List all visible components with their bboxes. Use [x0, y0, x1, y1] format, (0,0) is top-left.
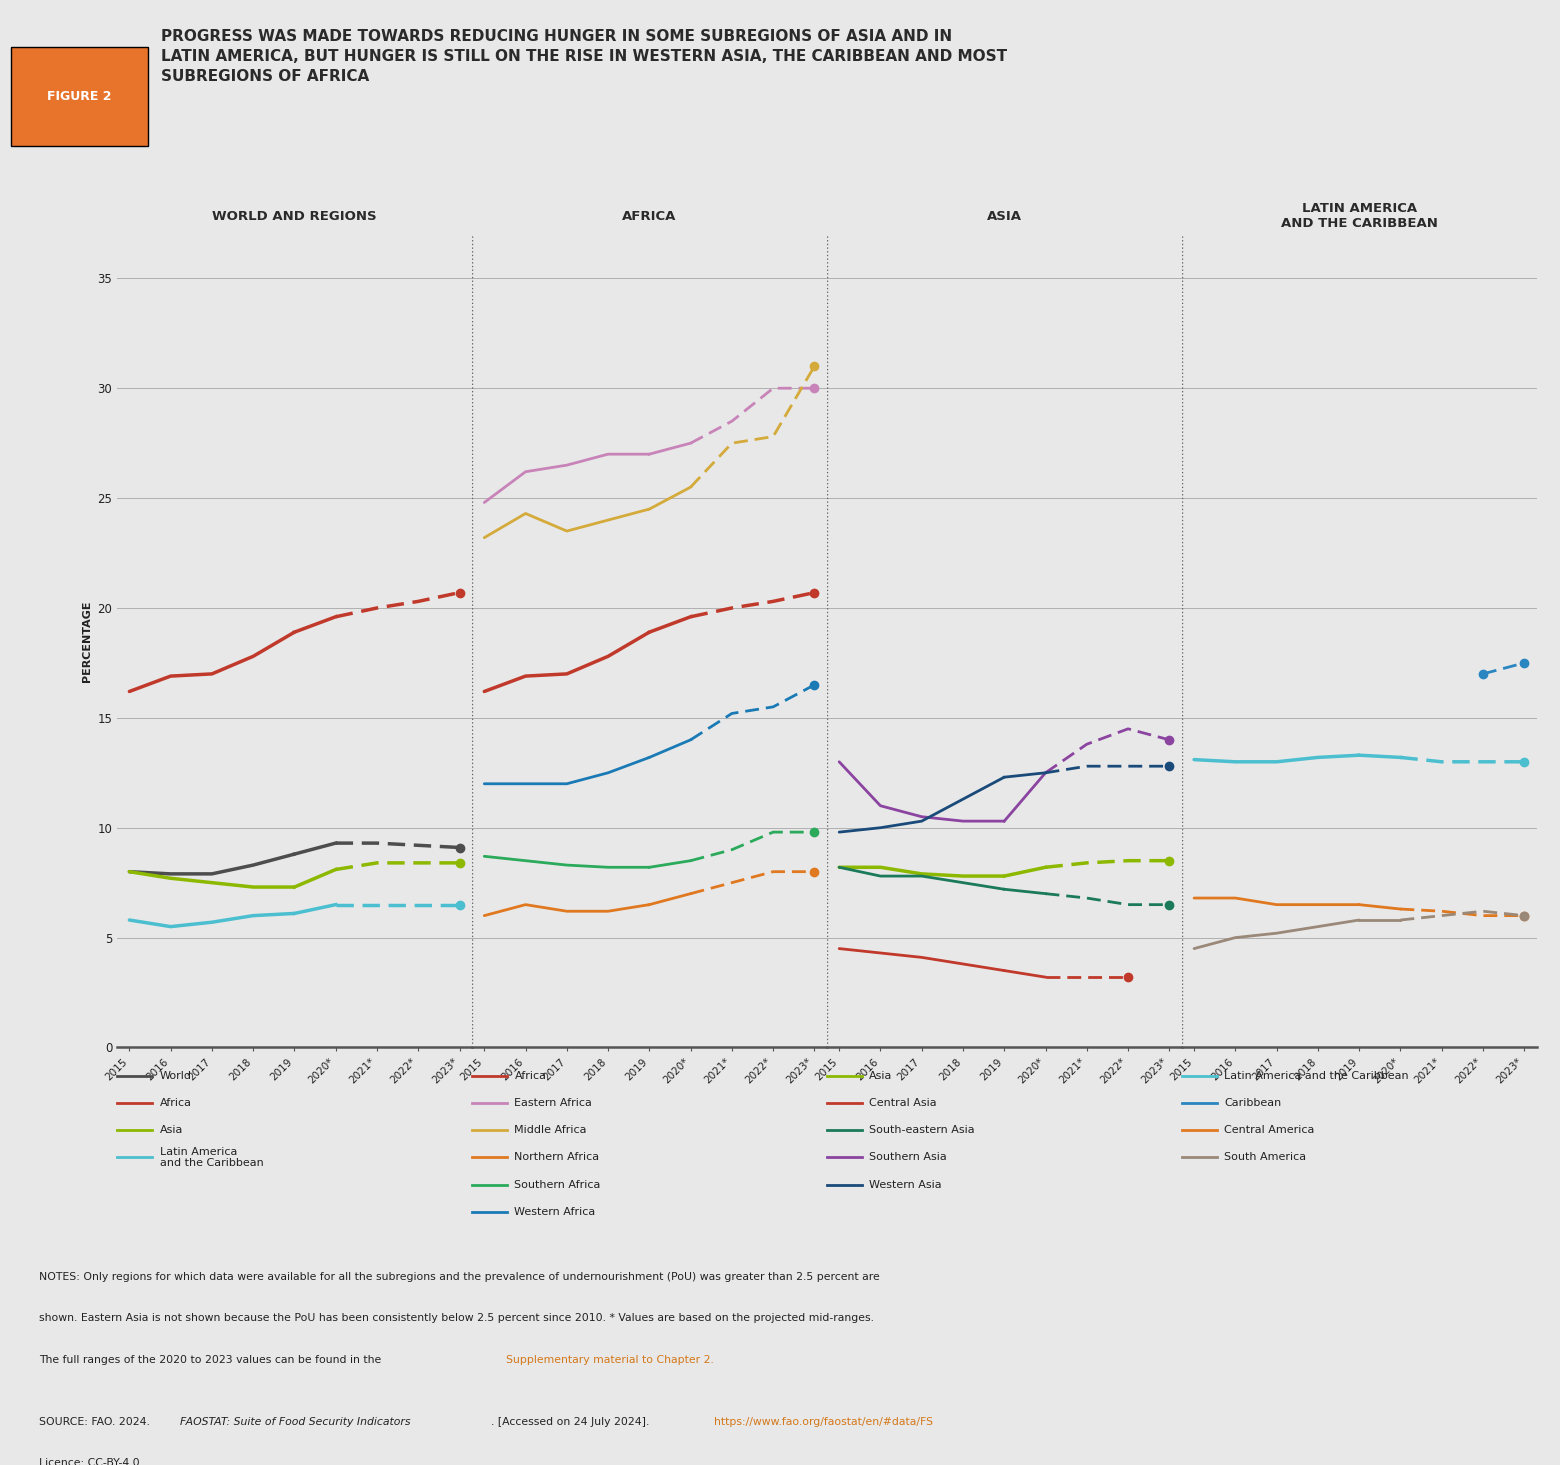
Text: WORLD AND REGIONS: WORLD AND REGIONS	[212, 209, 378, 223]
Text: Caribbean: Caribbean	[1225, 1097, 1281, 1108]
Text: The full ranges of the 2020 to 2023 values can be found in the: The full ranges of the 2020 to 2023 valu…	[39, 1355, 385, 1365]
Text: Asia: Asia	[159, 1125, 183, 1135]
Text: Southern Asia: Southern Asia	[869, 1153, 947, 1162]
Text: Western Africa: Western Africa	[515, 1207, 596, 1217]
Text: Licence: CC-BY-4.0.: Licence: CC-BY-4.0.	[39, 1458, 144, 1465]
Text: https://www.fao.org/faostat/en/#data/FS: https://www.fao.org/faostat/en/#data/FS	[713, 1417, 933, 1427]
Y-axis label: PERCENTAGE: PERCENTAGE	[81, 601, 92, 681]
Text: Central Asia: Central Asia	[869, 1097, 938, 1108]
Text: Latin America
and the Caribbean: Latin America and the Caribbean	[159, 1147, 264, 1168]
Text: NOTES: Only regions for which data were available for all the subregions and the: NOTES: Only regions for which data were …	[39, 1272, 880, 1282]
Text: Africa: Africa	[159, 1097, 192, 1108]
Text: Northern Africa: Northern Africa	[515, 1153, 599, 1162]
Text: World: World	[159, 1071, 192, 1081]
Text: Western Asia: Western Asia	[869, 1179, 942, 1190]
Text: FIGURE 2: FIGURE 2	[47, 91, 112, 103]
Text: PROGRESS WAS MADE TOWARDS REDUCING HUNGER IN SOME SUBREGIONS OF ASIA AND IN
LATI: PROGRESS WAS MADE TOWARDS REDUCING HUNGE…	[161, 29, 1006, 84]
Text: South-eastern Asia: South-eastern Asia	[869, 1125, 975, 1135]
Text: South America: South America	[1225, 1153, 1306, 1162]
Text: Latin America and the Caribbean: Latin America and the Caribbean	[1225, 1071, 1409, 1081]
Text: Supplementary material to Chapter 2.: Supplementary material to Chapter 2.	[505, 1355, 714, 1365]
Text: shown. Eastern Asia is not shown because the PoU has been consistently below 2.5: shown. Eastern Asia is not shown because…	[39, 1314, 874, 1323]
Text: LATIN AMERICA
AND THE CARIBBEAN: LATIN AMERICA AND THE CARIBBEAN	[1281, 202, 1438, 230]
Text: Central America: Central America	[1225, 1125, 1315, 1135]
Text: ASIA: ASIA	[987, 209, 1022, 223]
Text: . [Accessed on 24 July 2024].: . [Accessed on 24 July 2024].	[491, 1417, 654, 1427]
Text: AFRICA: AFRICA	[622, 209, 677, 223]
Text: Africa: Africa	[515, 1071, 546, 1081]
Text: Asia: Asia	[869, 1071, 892, 1081]
Text: Eastern Africa: Eastern Africa	[515, 1097, 593, 1108]
Text: Middle Africa: Middle Africa	[515, 1125, 587, 1135]
Text: SOURCE: FAO. 2024.: SOURCE: FAO. 2024.	[39, 1417, 153, 1427]
Text: Southern Africa: Southern Africa	[515, 1179, 601, 1190]
Text: FAOSTAT: Suite of Food Security Indicators: FAOSTAT: Suite of Food Security Indicato…	[179, 1417, 410, 1427]
FancyBboxPatch shape	[11, 47, 148, 146]
